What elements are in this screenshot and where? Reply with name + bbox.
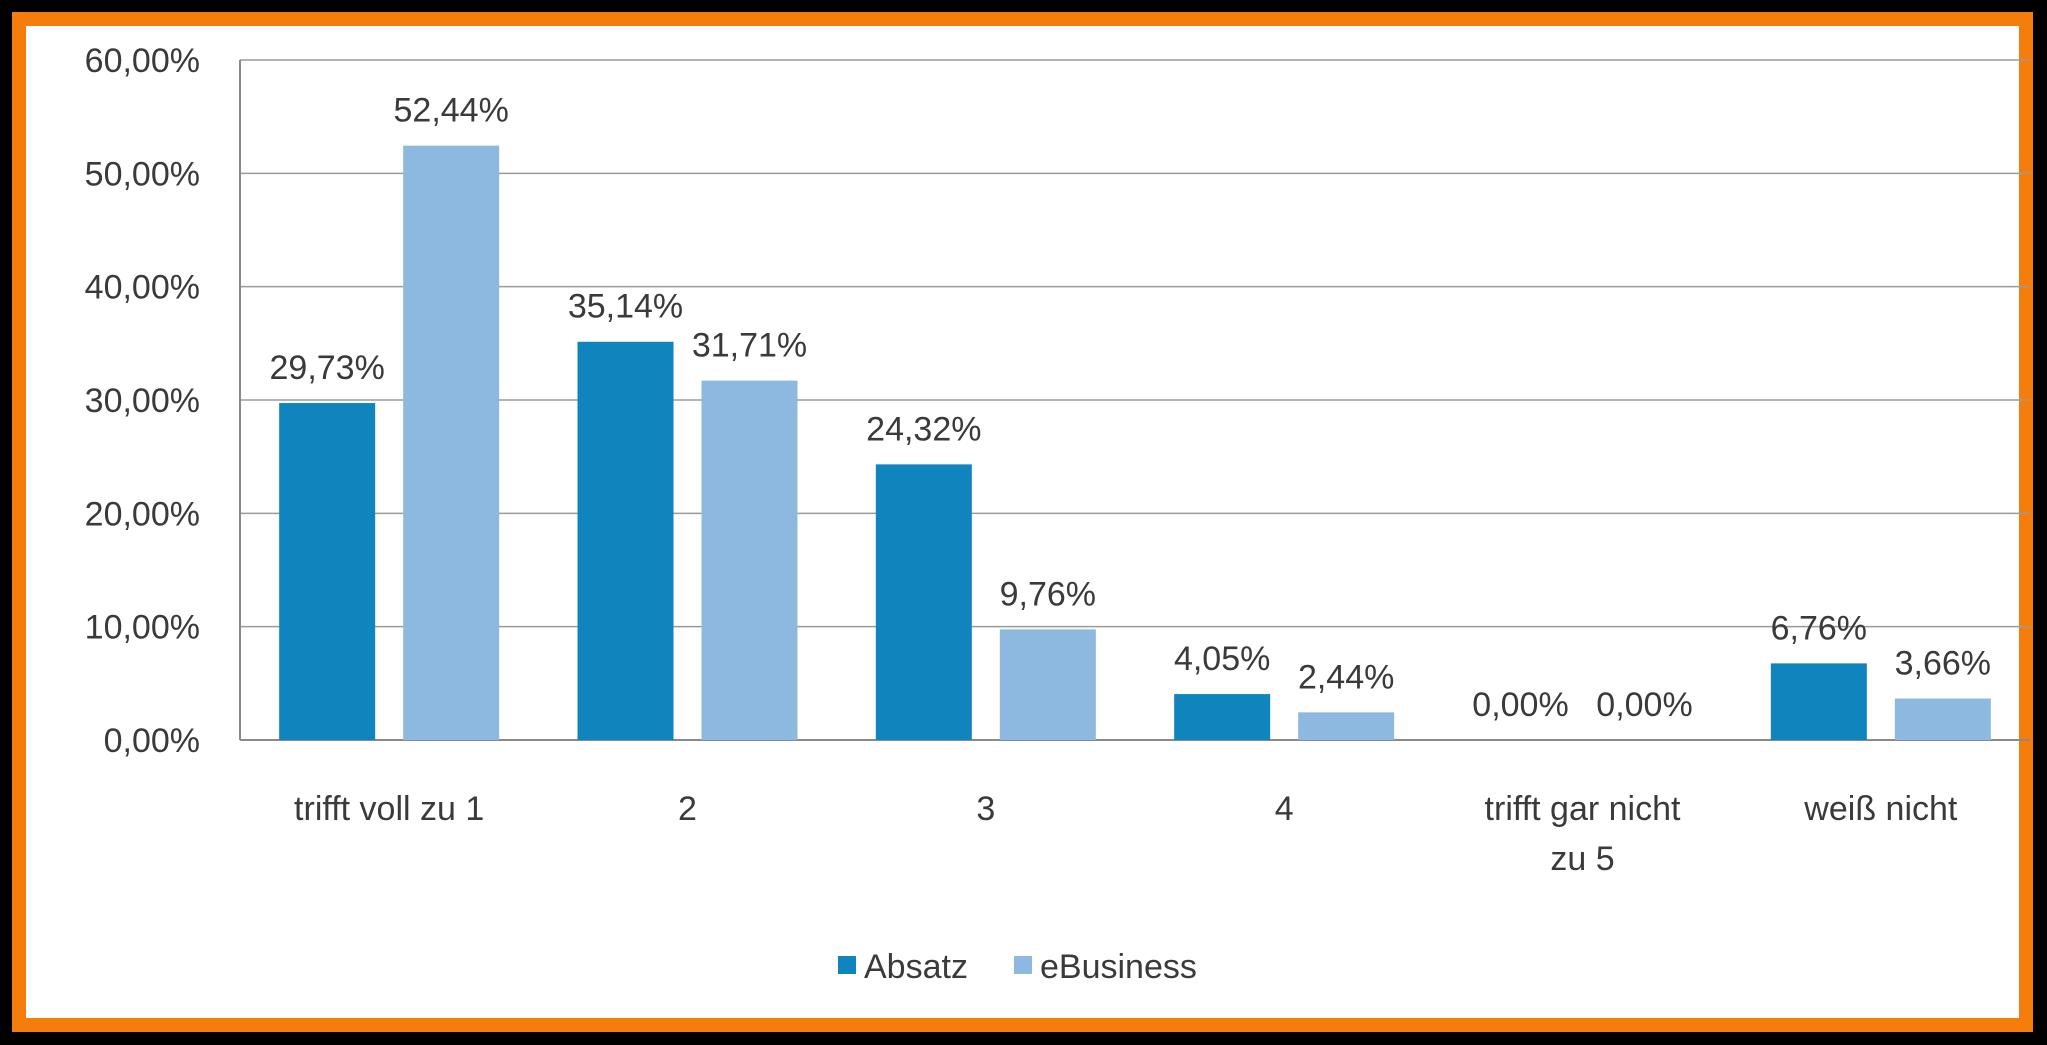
bar-absatz [1770, 663, 1867, 740]
data-labels: 29,73% 52,44% 35,14%31,71% 24,32% 9,76% 4,05%… [270, 92, 1992, 724]
data-label: 2,44% [1298, 658, 1394, 696]
category-label: 3 [976, 790, 995, 828]
legend-label-ebusiness: eBusiness [1040, 948, 1197, 986]
bar-absatz [279, 403, 376, 740]
bar-absatz [875, 464, 972, 740]
legend-swatch-ebusiness [1014, 956, 1032, 974]
bars [279, 145, 1991, 740]
category-label: trifft voll zu 1 [294, 790, 484, 828]
data-label: 4,05% [1174, 640, 1270, 678]
legend-swatch-absatz [838, 956, 856, 974]
data-label: 0,00% [1596, 686, 1692, 724]
legend-label-absatz: Absatz [864, 948, 968, 986]
y-tick-label: 20,00% [85, 495, 200, 533]
data-label: 52,44% [394, 92, 509, 130]
bar-ebusiness [403, 145, 500, 740]
bar-ebusiness [1894, 698, 1991, 740]
bar-absatz [1174, 694, 1271, 740]
bar-ebusiness [999, 629, 1096, 740]
category-label: weiß nicht [1803, 790, 1958, 828]
data-label: 9,76% [1000, 575, 1096, 613]
y-tick-label: 50,00% [85, 155, 200, 193]
data-label: 0,00% [1472, 686, 1568, 724]
data-label: 35,14% [568, 288, 683, 326]
category-label: zu 5 [1550, 840, 1614, 878]
data-label: 3,66% [1895, 645, 1991, 683]
bar-ebusiness [701, 380, 798, 740]
legend: Absatz eBusiness [838, 948, 1197, 986]
data-label: 31,71% [692, 327, 807, 365]
x-axis-labels: trifft voll zu 1 2 3 4 trifft gar nicht zu 5 w… [294, 790, 1958, 878]
category-label: 2 [678, 790, 697, 828]
bar-ebusiness [1298, 712, 1395, 740]
data-label: 29,73% [270, 349, 385, 387]
y-tick-label: 10,00% [85, 609, 200, 647]
data-label: 24,32% [866, 410, 981, 448]
category-label: trifft gar nicht [1485, 790, 1681, 828]
y-tick-label: 30,00% [85, 382, 200, 420]
y-axis: 0,00% 10,00% 20,00% 30,00% 40,00% 50,00% 60,00… [85, 42, 241, 760]
bar-absatz [577, 341, 674, 740]
data-label: 6,76% [1771, 609, 1867, 647]
y-tick-label: 60,00% [85, 42, 200, 80]
category-label: 4 [1275, 790, 1294, 828]
y-tick-label: 40,00% [85, 269, 200, 307]
y-tick-label: 0,00% [104, 722, 200, 760]
gridlines [240, 59, 2030, 741]
